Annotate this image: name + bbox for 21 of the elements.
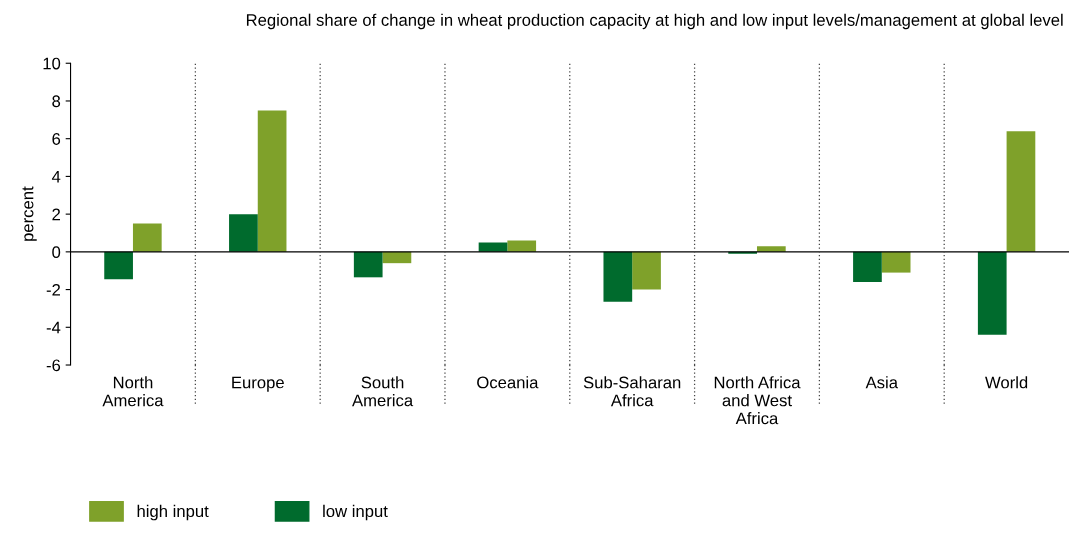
y-tick-label: 8 <box>52 95 61 108</box>
x-tick-label: Oceania <box>477 376 539 389</box>
y-tick-label: 2 <box>52 208 60 221</box>
y-axis-title: percent <box>22 186 37 241</box>
x-tick-label: North America <box>102 376 164 407</box>
x-tick-label: Asia <box>865 376 898 389</box>
x-tick-label: Sub-Saharan Africa <box>583 376 681 407</box>
y-tick-label: -6 <box>46 359 61 372</box>
x-tick-label: South America <box>352 376 414 407</box>
legend-label: low input <box>323 504 388 521</box>
legend-label: high input <box>137 504 209 521</box>
chart-title: Regional share of change in wheat production capacity at high and low input levels/management at global level <box>246 13 1063 30</box>
y-tick-label: -2 <box>46 283 60 296</box>
y-tick-label: 0 <box>52 246 61 259</box>
x-tick-label: North Africa and West Africa <box>714 376 801 425</box>
y-tick-label: -4 <box>46 321 61 334</box>
y-tick-label: 6 <box>52 133 61 145</box>
x-tick-label: World <box>985 376 1028 389</box>
y-tick-label: 10 <box>43 57 61 70</box>
x-tick-label: Europe <box>232 376 284 392</box>
y-tick-label: 4 <box>51 170 61 183</box>
